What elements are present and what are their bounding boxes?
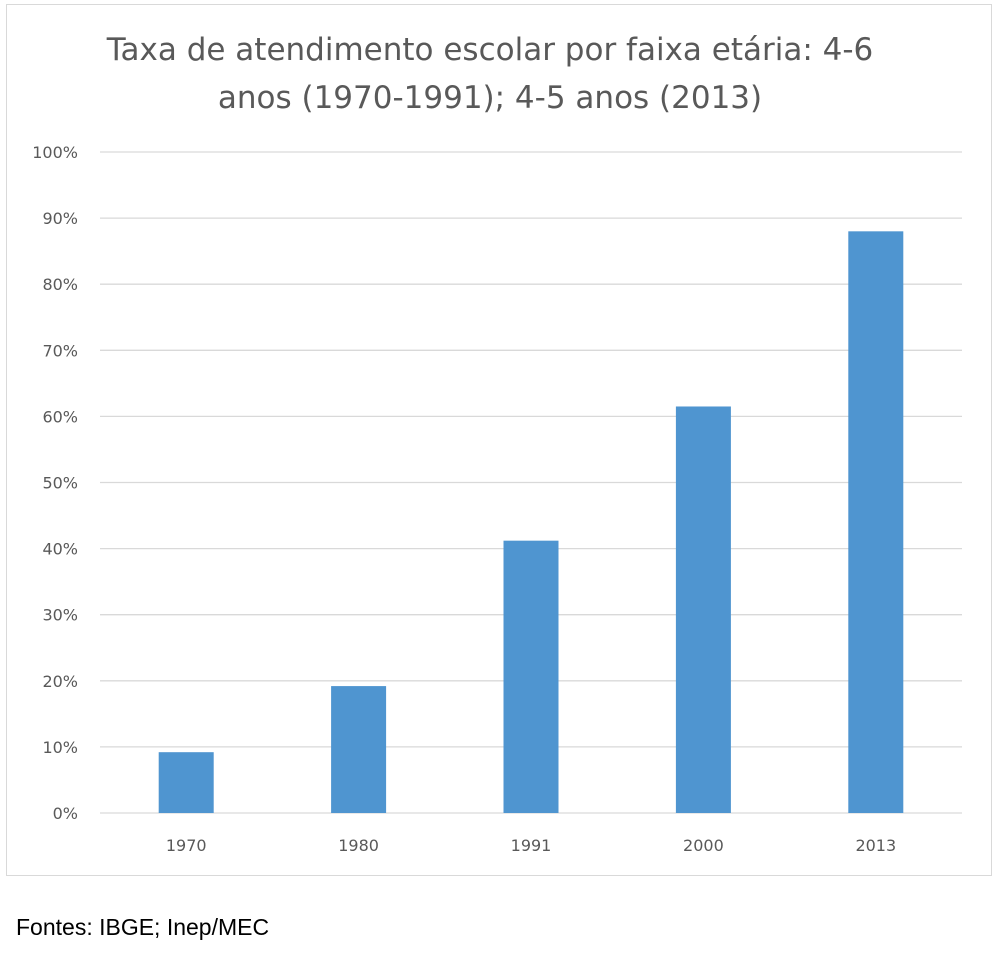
- bar-1980: [331, 686, 387, 813]
- y-tick-label: 50%: [42, 474, 78, 493]
- bar-1970: [158, 752, 214, 813]
- chart-title: Taxa de atendimento escolar por faixa et…: [100, 26, 880, 122]
- x-tick-label-2013: 2013: [855, 836, 896, 855]
- chart-frame: [6, 4, 992, 876]
- y-tick-label: 20%: [42, 672, 78, 691]
- x-axis-tick-labels: 1970 1980 1991 2000 2013: [166, 836, 896, 855]
- x-tick-label-1970: 1970: [166, 836, 207, 855]
- chart-title-line-2: anos (1970-1991); 4-5 anos (2013): [217, 80, 763, 116]
- y-tick-label: 40%: [42, 540, 78, 559]
- y-tick-label: 30%: [42, 606, 78, 625]
- y-tick-label: 90%: [42, 209, 78, 228]
- y-tick-label: 0%: [53, 804, 78, 823]
- y-tick-label: 80%: [42, 275, 78, 294]
- y-tick-label: 100%: [32, 143, 78, 162]
- y-tick-label: 60%: [42, 407, 78, 426]
- y-axis-tick-labels: 0% 10% 20% 30% 40% 50% 60% 70% 80% 90% 100%: [32, 143, 78, 823]
- x-tick-label-1980: 1980: [338, 836, 379, 855]
- x-tick-label-2000: 2000: [683, 836, 724, 855]
- x-tick-label-1991: 1991: [511, 836, 552, 855]
- bar-2013: [848, 231, 904, 813]
- chart-title-line-1: Taxa de atendimento escolar por faixa et…: [106, 32, 874, 68]
- y-tick-label: 10%: [42, 738, 78, 757]
- y-tick-label: 70%: [42, 341, 78, 360]
- bar-2000: [675, 406, 731, 813]
- bars: [158, 231, 904, 813]
- bar-1991: [503, 540, 559, 813]
- bar-chart: 0%10%20%30%40%50%60%70%80%90%100% 1970 19…: [32, 143, 962, 855]
- source-note: Fontes: IBGE; Inep/MEC: [16, 914, 270, 940]
